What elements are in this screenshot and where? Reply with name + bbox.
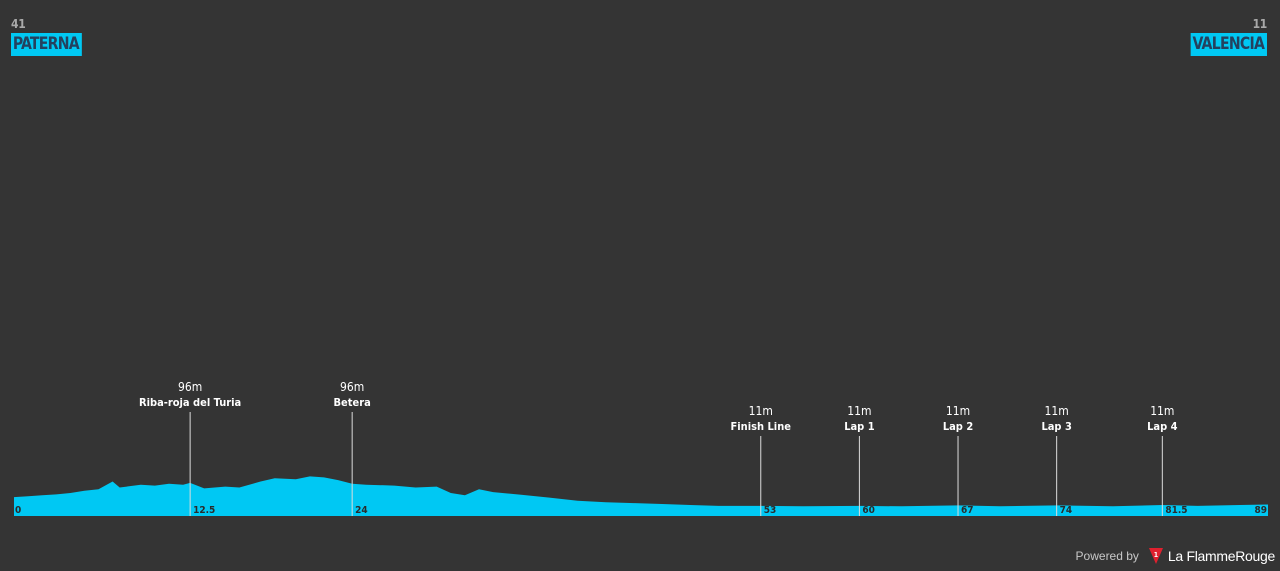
marker-altitude: 96m xyxy=(340,380,364,394)
x-tick-label: 12.5 xyxy=(193,505,215,516)
x-tick-label: 0 xyxy=(15,505,21,516)
marker-name: Lap 3 xyxy=(1041,420,1072,433)
x-tick-label: 53 xyxy=(764,505,777,516)
branding: Powered by 1 La FlammeRouge xyxy=(1076,547,1275,565)
marker-name: Riba-roja del Turia xyxy=(139,396,241,409)
marker-altitude: 11m xyxy=(946,404,970,418)
x-tick-label: 24 xyxy=(355,505,368,516)
marker-name: Lap 1 xyxy=(844,420,875,433)
powered-by-text: Powered by xyxy=(1075,549,1139,563)
marker-altitude: 11m xyxy=(749,404,773,418)
marker-altitude: 11m xyxy=(1150,404,1174,418)
marker-altitude: 11m xyxy=(847,404,871,418)
marker-altitude: 11m xyxy=(1045,404,1069,418)
marker-name: Finish Line xyxy=(731,420,792,433)
x-tick-label: 89 xyxy=(1254,505,1267,516)
x-tick-label: 60 xyxy=(862,505,875,516)
svg-text:1: 1 xyxy=(1154,551,1158,559)
marker-name: Lap 4 xyxy=(1147,420,1178,433)
finish-town: VALENCIA xyxy=(1190,33,1267,56)
start-label: 41 PATERNA xyxy=(11,17,88,56)
start-altitude: 41 xyxy=(11,17,26,31)
marker-name: Betera xyxy=(334,396,371,409)
brand-name: La FlammeRouge xyxy=(1167,548,1275,564)
marker-altitude: 96m xyxy=(178,380,202,394)
x-tick-label: 81.5 xyxy=(1165,505,1187,516)
x-tick-label: 74 xyxy=(1060,505,1073,516)
elevation-profile-area xyxy=(14,476,1268,516)
finish-label: 11 VALENCIA xyxy=(1184,17,1267,56)
start-town: PATERNA xyxy=(11,33,82,56)
finish-altitude: 11 xyxy=(1252,17,1268,31)
flamme-rouge-icon: 1 xyxy=(1148,548,1163,564)
marker-name: Lap 2 xyxy=(943,420,974,433)
x-tick-label: 67 xyxy=(961,505,974,516)
